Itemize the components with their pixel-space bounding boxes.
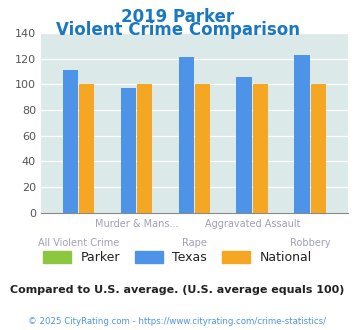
Bar [121, 88, 136, 213]
Bar [179, 57, 194, 213]
Bar [311, 84, 326, 213]
Text: Violent Crime Comparison: Violent Crime Comparison [55, 21, 300, 40]
Text: Compared to U.S. average. (U.S. average equals 100): Compared to U.S. average. (U.S. average … [10, 285, 345, 295]
Text: © 2025 CityRating.com - https://www.cityrating.com/crime-statistics/: © 2025 CityRating.com - https://www.city… [28, 317, 327, 326]
Bar [195, 84, 210, 213]
Bar [63, 70, 78, 213]
Bar [236, 77, 252, 213]
Bar [137, 84, 152, 213]
Text: Rape: Rape [182, 238, 207, 248]
Bar [79, 84, 94, 213]
Bar [294, 55, 310, 213]
Text: 2019 Parker: 2019 Parker [121, 8, 234, 26]
Text: Aggravated Assault: Aggravated Assault [204, 219, 300, 229]
Text: Murder & Mans...: Murder & Mans... [95, 219, 178, 229]
Text: Robbery: Robbery [290, 238, 331, 248]
Legend: Parker, Texas, National: Parker, Texas, National [38, 246, 317, 269]
Bar [253, 84, 268, 213]
Text: All Violent Crime: All Violent Crime [38, 238, 119, 248]
